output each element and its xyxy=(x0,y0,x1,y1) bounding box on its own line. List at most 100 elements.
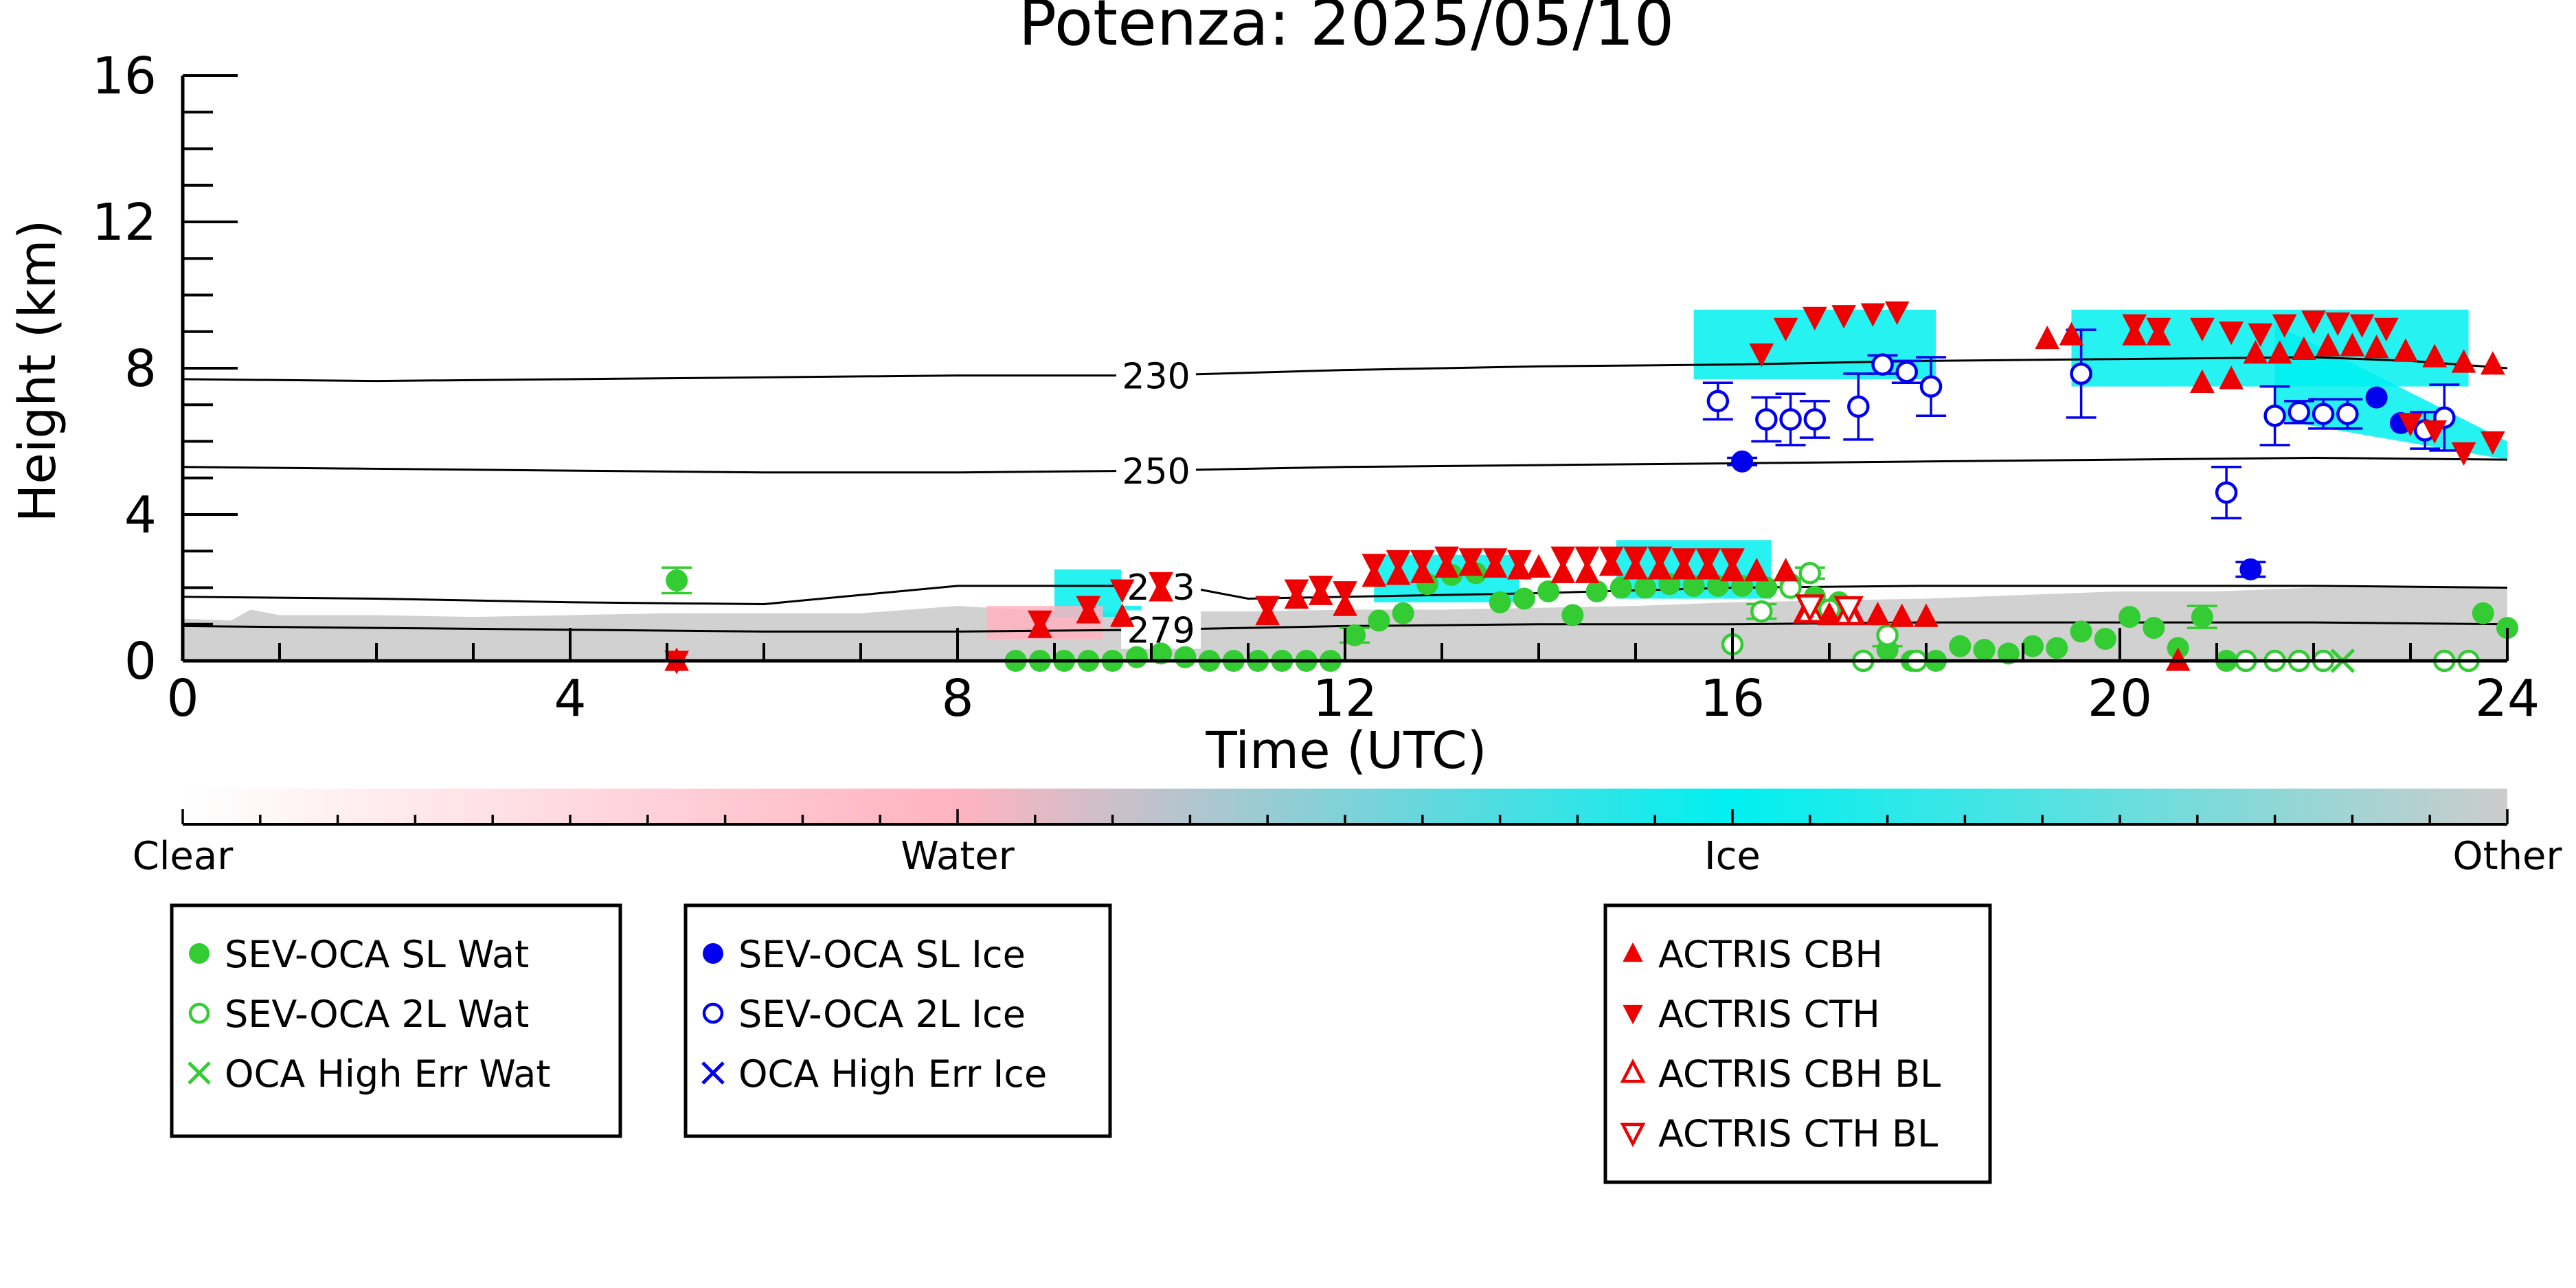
marker-actris-cth xyxy=(2325,312,2351,336)
marker-sev-oca-2l-ice xyxy=(1706,389,1730,413)
x-tick-label: 8 xyxy=(941,669,973,728)
marker-actris-cbh xyxy=(2340,332,2365,357)
marker-actris-cbh xyxy=(2364,335,2389,359)
marker-actris-cth xyxy=(1749,343,1774,368)
marker-actris-cth xyxy=(1255,596,1280,620)
marker-actris-cth xyxy=(2481,431,2505,455)
marker-sev-oca-sl-ice xyxy=(2239,558,2262,580)
colorbar-label-other: Other xyxy=(2452,834,2562,879)
legend-label: SEV-OCA SL Ice xyxy=(738,933,1026,976)
marker-actris-cth xyxy=(1803,306,1827,330)
marker-actris-cbh xyxy=(1914,603,1939,627)
chart-title: Potenza: 2025/05/10 xyxy=(1019,0,1675,60)
legend-marker-actris-cbh-bl xyxy=(1620,1059,1646,1083)
marker-sev-oca-sl-wat xyxy=(1537,580,1560,602)
legend-box-1 xyxy=(683,903,1112,1138)
marker-sev-oca-sl-wat xyxy=(1368,609,1390,632)
marker-sev-oca-2l-ice xyxy=(1871,353,1894,376)
marker-sev-oca-sl-wat xyxy=(1585,580,1608,602)
legend-box-0 xyxy=(170,903,622,1138)
contour-label-bg-279 xyxy=(1121,610,1201,649)
marker-actris-cth xyxy=(1308,576,1333,600)
x-tick-label: 4 xyxy=(554,669,586,728)
marker-sev-oca-sl-wat xyxy=(2094,628,2116,651)
legend-marker-sev-oca-sl-wat xyxy=(189,943,210,964)
marker-actris-cbh xyxy=(1817,601,1842,626)
y-tick-label: 8 xyxy=(124,339,157,398)
marker-actris-cth xyxy=(1831,305,1856,329)
marker-sev-oca-sl-wat xyxy=(1125,646,1148,668)
legend-label: OCA High Err Ice xyxy=(738,1052,1047,1096)
y-tick-label: 0 xyxy=(124,632,157,691)
marker-sev-oca-sl-wat xyxy=(2143,617,2165,640)
marker-sev-oca-sl-wat xyxy=(2191,606,2213,629)
marker-sev-oca-2l-wat xyxy=(1798,561,1822,585)
marker-actris-cth xyxy=(2373,317,2399,341)
legend-marker-actris-cth-bl xyxy=(1620,1122,1646,1147)
legend-marker-oca-high-err-ice xyxy=(701,1061,725,1085)
marker-sev-oca-sl-wat xyxy=(2119,606,2141,629)
marker-sev-oca-2l-ice xyxy=(1779,408,1802,431)
marker-actris-cth xyxy=(2398,413,2423,437)
marker-sev-oca-sl-wat xyxy=(1949,635,1971,657)
marker-actris-cth xyxy=(2301,310,2326,335)
marker-sev-oca-2l-ice xyxy=(2070,362,2092,385)
marker-sev-oca-sl-ice xyxy=(1731,450,1754,473)
marker-actris-cth xyxy=(1598,546,1624,570)
cloud-area-ice-2 xyxy=(2071,309,2469,387)
legend-marker-sev-oca-sl-ice xyxy=(703,943,723,964)
marker-actris-cth xyxy=(2451,442,2476,466)
marker-actris-cth xyxy=(1362,554,1387,578)
marker-sev-oca-2l-ice xyxy=(1755,408,1778,431)
marker-sev-oca-2l-ice xyxy=(2287,400,2311,424)
marker-sev-oca-2l-ice xyxy=(1895,361,1919,383)
marker-actris-cbh xyxy=(1865,601,1890,626)
marker-sev-oca-sl-wat xyxy=(1561,604,1584,626)
marker-actris-cth xyxy=(1410,550,1435,574)
marker-sev-oca-sl-wat xyxy=(1997,642,2020,665)
marker-actris-cbh xyxy=(2190,369,2215,393)
legend-label: SEV-OCA 2L Ice xyxy=(738,993,1026,1036)
legend-marker-sev-oca-2l-wat xyxy=(188,1002,210,1024)
legend-label: SEV-OCA SL Wat xyxy=(225,933,529,976)
marker-sev-oca-sl-wat xyxy=(2022,635,2044,657)
marker-actris-cth xyxy=(1695,548,1721,572)
legend-label: ACTRIS CBH BL xyxy=(1658,1052,1941,1096)
marker-actris-cth-bl xyxy=(1795,594,1825,623)
marker-sev-oca-sl-wat xyxy=(1755,576,1778,599)
marker-actris-cbh xyxy=(2422,343,2448,368)
marker-sev-oca-sl-wat xyxy=(1682,574,1705,597)
marker-actris-cth xyxy=(2272,314,2297,338)
marker-sev-oca-2l-ice xyxy=(2336,403,2359,425)
marker-sev-oca-sl-wat xyxy=(2046,637,2068,659)
colorbar-label-clear: Clear xyxy=(133,834,234,879)
marker-actris-cth xyxy=(1720,548,1745,572)
marker-actris-cbh xyxy=(1574,559,1600,583)
marker-actris-cth xyxy=(1506,550,1532,574)
contour-line-250 xyxy=(182,456,2508,474)
marker-actris-cth xyxy=(1284,579,1309,603)
marker-actris-cbh xyxy=(2393,338,2418,362)
marker-actris-cth xyxy=(1884,301,1910,326)
marker-sev-oca-sl-wat xyxy=(1392,602,1414,624)
x-tick-label: 24 xyxy=(2475,669,2540,728)
marker-sev-oca-2l-ice xyxy=(1919,375,1943,398)
marker-actris-cth xyxy=(1434,546,1459,570)
y-axis-label: Height (km) xyxy=(8,220,67,523)
marker-sev-oca-2l-ice xyxy=(2263,404,2286,427)
colorbar-label-ice: Ice xyxy=(1704,834,1761,879)
colorbar-label-water: Water xyxy=(901,834,1015,879)
marker-actris-cth xyxy=(1623,546,1648,570)
marker-sev-oca-sl-wat xyxy=(1489,591,1511,613)
y-tick-label: 4 xyxy=(124,486,157,545)
marker-actris-cth xyxy=(1482,548,1508,572)
y-tick-label: 12 xyxy=(92,193,157,252)
marker-actris-cth xyxy=(1773,317,1798,341)
marker-actris-cbh xyxy=(2059,321,2084,346)
marker-sev-oca-sl-wat xyxy=(1973,639,1996,662)
marker-actris-cth xyxy=(1076,596,1101,620)
x-tick-label: 12 xyxy=(1313,669,1377,728)
legend-label: OCA High Err Wat xyxy=(225,1052,551,1096)
marker-actris-cth xyxy=(1028,610,1052,634)
marker-actris-cbh xyxy=(1889,603,1914,627)
